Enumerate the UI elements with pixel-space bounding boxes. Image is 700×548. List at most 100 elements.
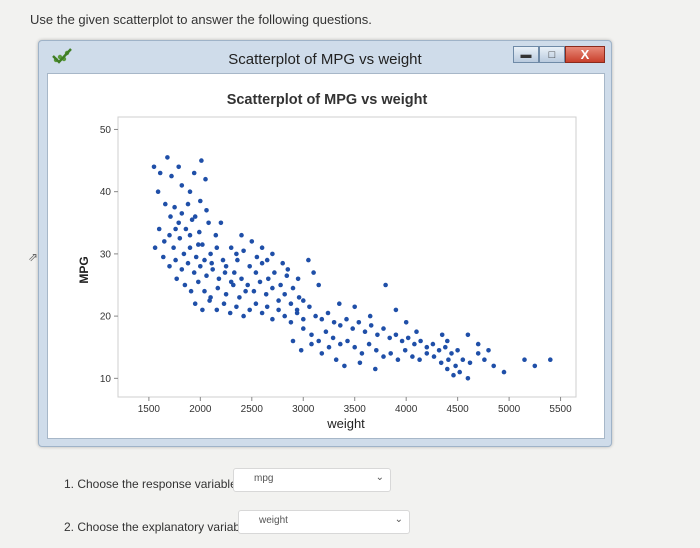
data-point xyxy=(176,164,181,170)
data-point xyxy=(338,323,343,328)
data-point xyxy=(156,226,162,232)
data-point xyxy=(264,304,270,310)
data-point xyxy=(191,170,197,176)
data-point xyxy=(213,232,219,238)
data-point xyxy=(306,257,311,263)
data-point xyxy=(350,326,356,331)
data-point xyxy=(185,201,191,207)
data-point xyxy=(199,158,204,163)
data-point xyxy=(316,338,322,344)
explanatory-variable-value: weight xyxy=(259,515,288,526)
title-bar[interactable]: Scatterplot of MPG vs weight ▬ □ X xyxy=(39,41,611,69)
data-point xyxy=(438,360,444,366)
data-point xyxy=(446,357,451,363)
data-point xyxy=(251,288,257,294)
data-point xyxy=(313,313,318,319)
data-point xyxy=(352,344,358,350)
data-point xyxy=(359,351,365,356)
data-point xyxy=(221,301,227,307)
maximize-button[interactable]: □ xyxy=(539,46,565,63)
instructions: Use the given scatterplot to answer the … xyxy=(30,12,372,27)
data-point xyxy=(393,307,399,313)
data-point xyxy=(465,332,471,338)
data-point xyxy=(235,257,240,263)
data-point xyxy=(216,276,222,282)
data-point xyxy=(430,341,436,347)
window-controls: ▬ □ X xyxy=(513,46,605,64)
data-point xyxy=(234,251,239,257)
data-point xyxy=(383,282,388,288)
data-point xyxy=(301,316,306,322)
data-point xyxy=(203,176,208,182)
x-tick-label: 2500 xyxy=(241,404,264,415)
data-point xyxy=(278,282,283,288)
data-point xyxy=(309,332,314,338)
close-button[interactable]: X xyxy=(565,46,605,63)
data-point xyxy=(402,348,408,353)
data-point xyxy=(220,257,226,263)
data-point xyxy=(165,155,170,160)
data-point xyxy=(215,285,221,291)
data-point xyxy=(162,239,167,244)
y-tick-label: 10 xyxy=(100,374,112,385)
data-point xyxy=(475,341,481,347)
data-point xyxy=(174,276,179,282)
data-point xyxy=(202,257,207,263)
question-1-label: 1. Choose the response variable: xyxy=(64,477,241,491)
data-point xyxy=(228,245,234,250)
data-point xyxy=(270,251,275,257)
data-point xyxy=(457,369,463,375)
data-point xyxy=(266,276,271,282)
data-point xyxy=(169,173,174,179)
chevron-down-icon: ⌄ xyxy=(394,514,403,525)
data-point xyxy=(191,270,197,275)
data-point xyxy=(276,307,281,313)
data-point xyxy=(367,313,373,319)
x-tick-label: 4000 xyxy=(395,404,418,415)
scatterplot-window: Scatterplot of MPG vs weight ▬ □ X xyxy=(38,40,612,447)
data-point xyxy=(465,376,471,381)
data-point xyxy=(168,214,173,219)
minimize-button[interactable]: ▬ xyxy=(513,46,539,63)
data-point xyxy=(223,292,229,297)
data-point xyxy=(294,307,300,313)
data-point xyxy=(218,220,224,226)
response-variable-select[interactable]: mpg ⌄ xyxy=(233,468,391,492)
data-point xyxy=(208,251,213,257)
data-point xyxy=(193,254,199,260)
data-point xyxy=(381,326,386,331)
data-point xyxy=(501,369,507,375)
data-point xyxy=(241,313,246,319)
data-point xyxy=(316,282,322,288)
data-point xyxy=(337,301,342,307)
x-tick-label: 5500 xyxy=(549,404,572,415)
data-point xyxy=(311,270,316,275)
data-point xyxy=(210,267,215,272)
data-point xyxy=(282,313,288,319)
explanatory-variable-select[interactable]: weight ⌄ xyxy=(238,510,410,534)
data-point xyxy=(460,357,466,363)
data-point xyxy=(295,276,301,282)
data-point xyxy=(417,357,422,363)
data-point xyxy=(209,260,214,266)
data-point xyxy=(270,285,275,291)
data-point xyxy=(198,198,203,204)
data-point xyxy=(196,242,201,247)
data-point xyxy=(173,257,178,263)
data-point xyxy=(171,245,176,250)
data-point xyxy=(270,316,275,322)
data-point xyxy=(393,332,399,338)
data-point xyxy=(436,348,442,353)
data-point xyxy=(177,236,183,241)
data-point xyxy=(223,264,229,269)
data-point xyxy=(192,214,198,219)
data-point xyxy=(259,245,265,250)
data-point xyxy=(179,183,185,188)
data-point xyxy=(288,301,294,307)
data-point xyxy=(189,217,195,222)
data-point xyxy=(467,360,473,366)
data-point xyxy=(298,348,304,353)
data-point xyxy=(167,232,172,238)
data-point xyxy=(443,344,448,350)
